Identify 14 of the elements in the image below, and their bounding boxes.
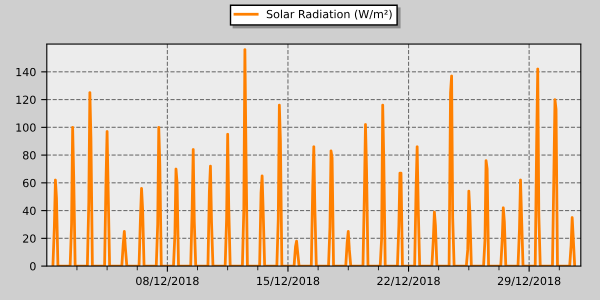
y-tick-label: 0 [30,262,36,270]
y-tick-label: 80 [23,151,36,160]
y-tick-label: 100 [16,123,36,132]
legend-label: Solar Radiation (W/m²) [266,10,392,20]
y-tick-label: 40 [22,206,36,215]
y-tick-label: 120 [16,96,36,104]
y-tick-label: 20 [23,234,36,243]
x-tick-label: 29/12/2018 [498,276,560,286]
y-tick-label: 140 [16,68,36,76]
line-series [52,48,576,266]
x-tick-label: 22/12/2018 [377,276,440,286]
x-tick-label: 15/12/2018 [257,276,320,286]
y-tick-label: 60 [23,178,36,188]
x-tick-label: 08/12/2018 [136,276,199,286]
